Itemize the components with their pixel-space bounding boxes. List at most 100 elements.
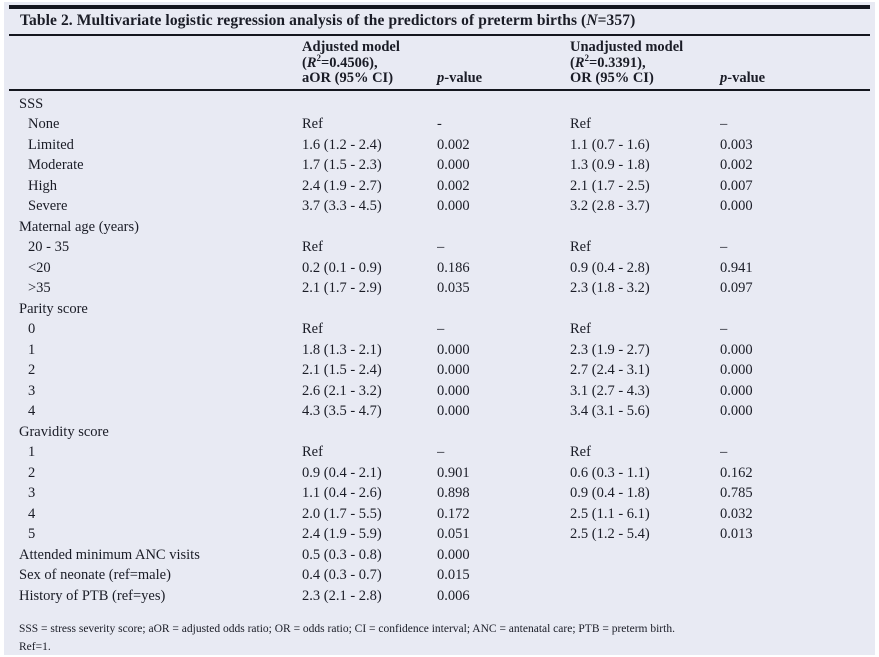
footnote-ref: Ref=1. <box>19 641 51 653</box>
aor-cell: 0.9 (0.4 - 2.1) <box>302 464 382 481</box>
aor-cell: Ref <box>302 444 323 460</box>
aor-cell <box>302 299 437 320</box>
aor-cell: 0.5 (0.3 - 0.8) <box>302 546 382 563</box>
row-label: None <box>28 116 60 132</box>
table-row: SSS <box>9 94 870 115</box>
p-value-adjusted-cell: 0.051 <box>437 526 470 542</box>
or-cell: 1.1 (0.7 - 1.6) <box>570 136 650 153</box>
aor-cell: 2.3 (2.1 - 2.8) <box>302 587 382 604</box>
table-card: Table 2. Multivariate logistic regressio… <box>4 2 875 655</box>
row-label: High <box>28 177 57 194</box>
p-value-unadjusted-cell: 0.002 <box>720 157 753 173</box>
table-row: 2 0.9 (0.4 - 2.1) 0.901 0.6 (0.3 - 1.1) … <box>9 463 870 484</box>
aor-cell: 2.6 (2.1 - 3.2) <box>302 382 382 399</box>
table-row: History of PTB (ref=yes) 2.3 (2.1 - 2.8)… <box>9 586 870 607</box>
row-label: >35 <box>28 280 51 296</box>
p-value-adjusted-cell: 0.006 <box>437 587 470 604</box>
or-cell: Ref <box>570 444 591 460</box>
p-value-unadjusted-cell <box>720 545 870 566</box>
row-label: Maternal age (years) <box>19 218 139 235</box>
column-header-p-value-unadjusted: p-value <box>720 70 766 86</box>
p-value-adjusted-cell <box>437 299 570 320</box>
p-value-unadjusted-cell: 0.000 <box>720 362 753 378</box>
table-row: None Ref - Ref – <box>9 114 870 135</box>
row-label: Gravidity score <box>19 423 109 440</box>
or-cell: 0.9 (0.4 - 2.8) <box>570 259 650 276</box>
table-body: SSS None Ref - Ref – Limited 1.6 (1.2 - … <box>9 91 870 607</box>
p-value-adjusted-cell <box>437 217 570 238</box>
p-value-adjusted-cell <box>437 422 570 443</box>
table-header-row: Adjusted model (R2=0.4506), aOR (95% CI)… <box>9 36 870 91</box>
row-label: <20 <box>28 259 51 276</box>
table-row: Severe 3.7 (3.3 - 4.5) 0.000 3.2 (2.8 - … <box>9 196 870 217</box>
row-label: History of PTB (ref=yes) <box>19 587 166 604</box>
aor-cell: 1.8 (1.3 - 2.1) <box>302 341 382 358</box>
aor-cell: Ref <box>302 116 323 132</box>
p-value-unadjusted-cell: 0.032 <box>720 505 753 522</box>
aor-cell: 2.4 (1.9 - 2.7) <box>302 177 382 194</box>
row-label: 20 - 35 <box>28 239 70 255</box>
column-header-unadjusted-model: Unadjusted model (R2=0.3391), OR (95% CI… <box>570 39 684 86</box>
p-value-adjusted-cell <box>437 94 570 115</box>
or-cell <box>570 217 720 238</box>
or-cell: 1.3 (0.9 - 1.8) <box>570 157 650 173</box>
p-value-adjusted-cell: 0.186 <box>437 259 470 276</box>
table-row: 3 1.1 (0.4 - 2.6) 0.898 0.9 (0.4 - 1.8) … <box>9 483 870 504</box>
row-label: 1 <box>28 444 36 460</box>
or-cell: Ref <box>570 239 591 255</box>
table-row: High 2.4 (1.9 - 2.7) 0.002 2.1 (1.7 - 2.… <box>9 176 870 197</box>
table-row: 0 Ref – Ref – <box>9 319 870 340</box>
p-value-unadjusted-cell: 0.007 <box>720 177 753 194</box>
p-value-adjusted-cell: 0.172 <box>437 505 470 522</box>
p-value-adjusted-cell: 0.000 <box>437 341 470 358</box>
row-label: 4 <box>28 403 36 419</box>
or-cell: 2.5 (1.2 - 5.4) <box>570 526 650 542</box>
p-value-adjusted-cell: – <box>437 321 445 337</box>
p-value-adjusted-cell: 0.002 <box>437 177 470 194</box>
p-value-unadjusted-cell <box>720 94 870 115</box>
aor-cell: 1.1 (0.4 - 2.6) <box>302 485 382 501</box>
aor-cell: 1.7 (1.5 - 2.3) <box>302 157 382 173</box>
aor-cell: 4.3 (3.5 - 4.7) <box>302 403 382 419</box>
p-value-unadjusted-cell <box>720 586 870 607</box>
row-label: 4 <box>28 505 36 522</box>
p-value-unadjusted-cell: 0.000 <box>720 341 753 358</box>
or-cell <box>570 586 720 607</box>
p-value-unadjusted-cell: 0.941 <box>720 259 753 276</box>
p-value-adjusted-cell: 0.035 <box>437 280 470 296</box>
p-value-unadjusted-cell: 0.000 <box>720 403 753 419</box>
p-value-adjusted-cell: 0.000 <box>437 362 470 378</box>
aor-cell: 0.4 (0.3 - 0.7) <box>302 567 382 583</box>
p-value-adjusted-cell: 0.000 <box>437 198 470 214</box>
table-row: Parity score <box>9 299 870 320</box>
table-row: Moderate 1.7 (1.5 - 2.3) 0.000 1.3 (0.9 … <box>9 155 870 176</box>
p-value-unadjusted-cell: – <box>720 116 728 132</box>
p-value-unadjusted-cell: 0.003 <box>720 136 753 153</box>
top-rule <box>9 5 870 9</box>
aor-cell: 2.1 (1.5 - 2.4) <box>302 362 382 378</box>
p-value-unadjusted-cell: 0.785 <box>720 485 753 501</box>
table-row: 20 - 35 Ref – Ref – <box>9 237 870 258</box>
p-value-unadjusted-cell <box>720 422 870 443</box>
p-value-adjusted-cell: – <box>437 239 445 255</box>
row-label: 2 <box>28 464 36 481</box>
aor-cell: 2.0 (1.7 - 5.5) <box>302 505 382 522</box>
aor-cell <box>302 422 437 443</box>
or-cell <box>570 422 720 443</box>
row-label: Moderate <box>28 157 84 173</box>
table-row: Attended minimum ANC visits 0.5 (0.3 - 0… <box>9 545 870 566</box>
p-value-adjusted-cell: 0.015 <box>437 567 470 583</box>
p-value-unadjusted-cell <box>720 217 870 238</box>
table-row: >35 2.1 (1.7 - 2.9) 0.035 2.3 (1.8 - 3.2… <box>9 278 870 299</box>
or-cell <box>570 565 720 586</box>
p-value-unadjusted-cell <box>720 299 870 320</box>
table-content: Table 2. Multivariate logistic regressio… <box>4 5 875 656</box>
p-value-adjusted-cell: 0.000 <box>437 157 470 173</box>
p-value-unadjusted-cell: – <box>720 321 728 337</box>
aor-cell: 2.1 (1.7 - 2.9) <box>302 280 382 296</box>
row-label: SSS <box>19 95 44 112</box>
column-header-p-value-adjusted: p-value <box>437 70 483 86</box>
footnote-abbreviations: SSS = stress severity score; aOR = adjus… <box>19 623 675 635</box>
table-row: Maternal age (years) <box>9 217 870 238</box>
or-cell: 0.9 (0.4 - 1.8) <box>570 485 650 501</box>
